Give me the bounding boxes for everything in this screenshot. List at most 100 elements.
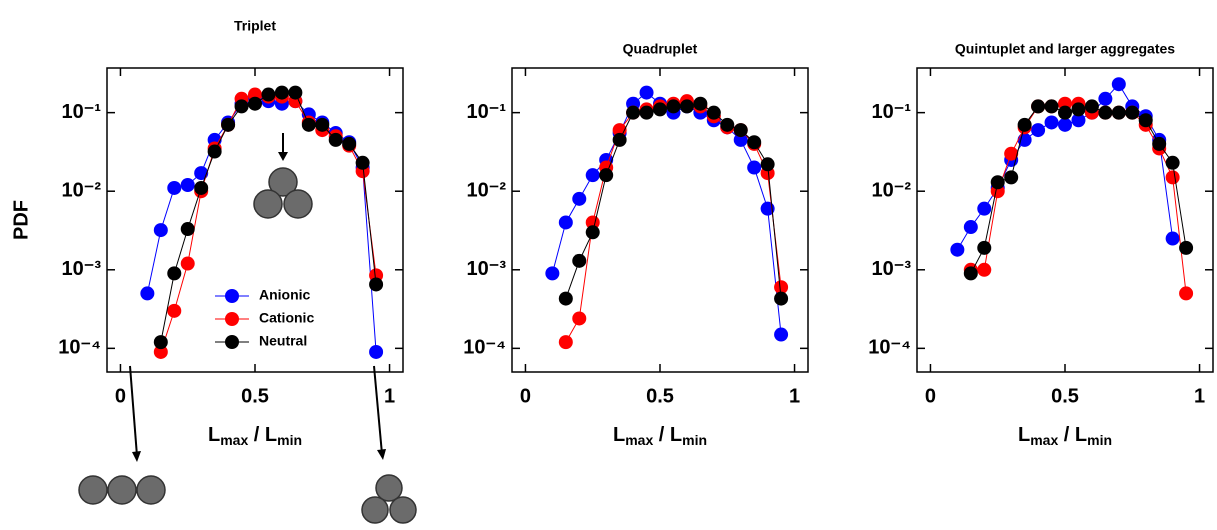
data-point [369, 277, 384, 292]
data-point [1004, 146, 1019, 161]
data-point [585, 225, 600, 240]
data-point [963, 220, 978, 235]
x-axis-label-part: L [613, 424, 625, 446]
x-axis-label-part: L [265, 424, 277, 446]
data-point [558, 335, 573, 350]
data-point [1111, 77, 1126, 92]
data-point [706, 105, 721, 120]
data-point [1165, 170, 1180, 185]
data-point [1071, 113, 1086, 128]
data-point [355, 155, 370, 170]
data-point [653, 102, 667, 117]
data-point [963, 266, 978, 281]
data-point [1165, 155, 1180, 170]
data-point [194, 180, 209, 195]
y-tick-label: 10⁻³ [872, 258, 912, 280]
y-tick-label: 10⁻⁴ [463, 337, 506, 359]
particle [268, 167, 298, 197]
data-point [1111, 105, 1126, 120]
x-axis-label-part: / [653, 424, 670, 446]
x-axis-label-part: max [625, 432, 653, 448]
data-point [1138, 113, 1153, 128]
y-tick-label: 10⁻¹ [872, 101, 912, 123]
data-point [626, 105, 641, 120]
data-point [167, 266, 182, 281]
x-axis-label: Lmax / Lmin [208, 424, 302, 447]
data-point [1004, 170, 1019, 185]
arrow-head [132, 451, 141, 462]
x-tick-label: 0.5 [241, 385, 269, 407]
data-point [733, 132, 748, 147]
legend-marker [225, 335, 239, 349]
data-point [747, 135, 762, 150]
data-point [1179, 240, 1194, 255]
y-tick-label: 10⁻¹ [467, 101, 507, 123]
data-point [274, 85, 289, 100]
x-tick-label: 0 [115, 385, 126, 407]
particle [361, 496, 389, 524]
particle [136, 475, 166, 505]
y-axis-label: PDF [10, 200, 32, 240]
plot-frame [511, 67, 809, 373]
data-point [990, 175, 1005, 190]
x-axis-label: Lmax / Lmin [1018, 424, 1112, 447]
data-point [558, 215, 573, 230]
data-point [1044, 115, 1059, 130]
data-point [248, 96, 262, 111]
data-point [1044, 99, 1059, 114]
data-point [1058, 117, 1072, 132]
legend-label: Cationic [259, 310, 314, 326]
data-point [342, 136, 357, 151]
x-axis-label-part: L [208, 424, 220, 446]
data-point [153, 335, 168, 350]
data-point [1031, 99, 1046, 114]
plot-frame [106, 67, 404, 373]
data-point [545, 266, 560, 281]
data-point [234, 99, 249, 114]
data-point [572, 253, 587, 268]
data-point [1098, 105, 1113, 120]
legend-marker [225, 312, 239, 326]
data-point [585, 168, 600, 183]
data-point [153, 344, 168, 359]
data-point [1179, 286, 1194, 301]
data-point [301, 117, 316, 132]
data-point [207, 144, 222, 159]
data-point [977, 240, 992, 255]
data-point [666, 99, 681, 114]
data-point [747, 160, 762, 175]
x-axis-label: Lmax / Lmin [613, 424, 707, 447]
data-point [572, 191, 587, 206]
data-point [1165, 231, 1180, 246]
data-point [733, 123, 748, 138]
data-point [774, 280, 789, 295]
particle [107, 475, 137, 505]
y-tick-label: 10⁻² [872, 179, 912, 201]
data-point [572, 311, 587, 326]
x-axis-label-part: / [1058, 424, 1075, 446]
data-point [167, 180, 182, 195]
data-point [693, 96, 708, 111]
arrow [373, 365, 383, 455]
particle [253, 189, 283, 219]
y-tick-label: 10⁻² [62, 179, 102, 201]
data-point [194, 166, 209, 181]
data-point [328, 132, 343, 147]
series-line [970, 103, 1187, 294]
data-point [639, 85, 654, 100]
data-point [180, 222, 195, 237]
data-point [1098, 91, 1113, 106]
plot-frame [916, 67, 1214, 373]
data-point [221, 117, 236, 132]
data-point [558, 291, 573, 306]
data-point [612, 132, 627, 147]
data-point [261, 87, 276, 102]
x-axis-label-part: L [1018, 424, 1030, 446]
y-tick-label: 10⁻³ [62, 258, 102, 280]
data-point [140, 286, 155, 301]
data-point [369, 344, 384, 359]
data-point [679, 99, 694, 114]
y-tick-label: 10⁻³ [467, 258, 507, 280]
x-axis-label-part: min [277, 432, 302, 448]
